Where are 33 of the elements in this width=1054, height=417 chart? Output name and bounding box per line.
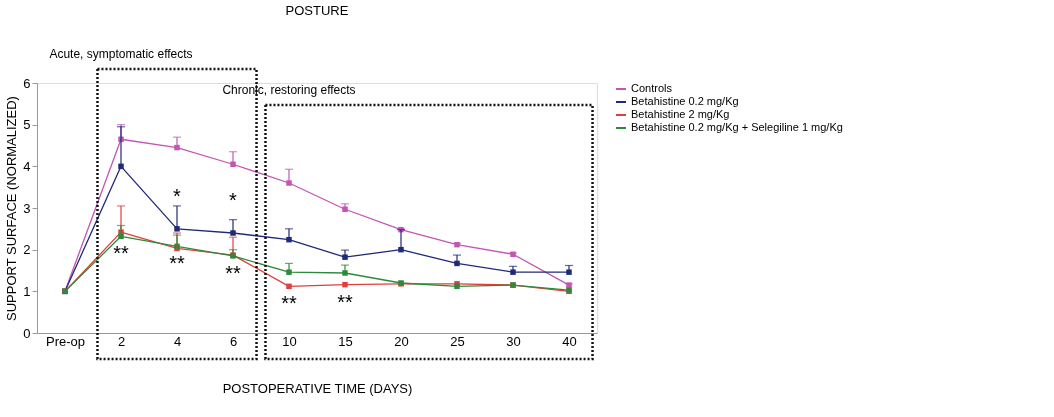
text: Acute, symptomatic effects xyxy=(49,47,193,61)
legend-label: Controls xyxy=(631,82,673,94)
y-tick-label: 6 xyxy=(23,75,31,91)
chart-title: POSTURE xyxy=(285,3,349,18)
annotation: Chronic, restoring effects xyxy=(222,83,356,97)
x-tick-label: 40 xyxy=(562,333,577,349)
y-tick-label: 2 xyxy=(23,242,31,258)
x-tick-label: 4 xyxy=(173,333,182,349)
x-tick-label: 25 xyxy=(450,333,465,349)
x-tick-label: 2 xyxy=(117,333,126,349)
y-axis-title: SUPPORT SURFACE (NORMALIZED) xyxy=(4,96,20,321)
x-tick-label: 10 xyxy=(282,333,297,349)
legend-label: Betahistine 0.2 mg/Kg + Selegiline 1 mg/Kg xyxy=(631,121,843,133)
x-axis-title: POSTOPERATIVE TIME (DAYS) xyxy=(222,380,413,396)
annotation: ** xyxy=(113,242,129,265)
y-tick-label: 5 xyxy=(23,117,31,133)
x-tick-label: 6 xyxy=(229,333,238,349)
x-tick-label: 30 xyxy=(506,333,521,349)
annotation: * xyxy=(229,189,238,211)
x-tick-label: 20 xyxy=(394,333,409,349)
annotation: ** xyxy=(225,261,241,284)
annotation: ** xyxy=(169,252,185,275)
x-tick-label: 15 xyxy=(338,333,353,349)
annotation: * xyxy=(173,184,182,207)
y-tick-label: 3 xyxy=(23,200,31,216)
x-tick-label: Pre-op xyxy=(45,333,86,349)
annotation: ** xyxy=(281,292,297,315)
y-tick-label: 4 xyxy=(23,158,31,174)
y-tick-label: 1 xyxy=(23,283,31,299)
annotation: ** xyxy=(337,290,353,313)
legend-label: Betahistine 0.2 mg/Kg xyxy=(631,95,739,107)
legend-label: Betahistine 2 mg/Kg xyxy=(631,108,730,120)
y-tick-label: 0 xyxy=(23,325,31,341)
